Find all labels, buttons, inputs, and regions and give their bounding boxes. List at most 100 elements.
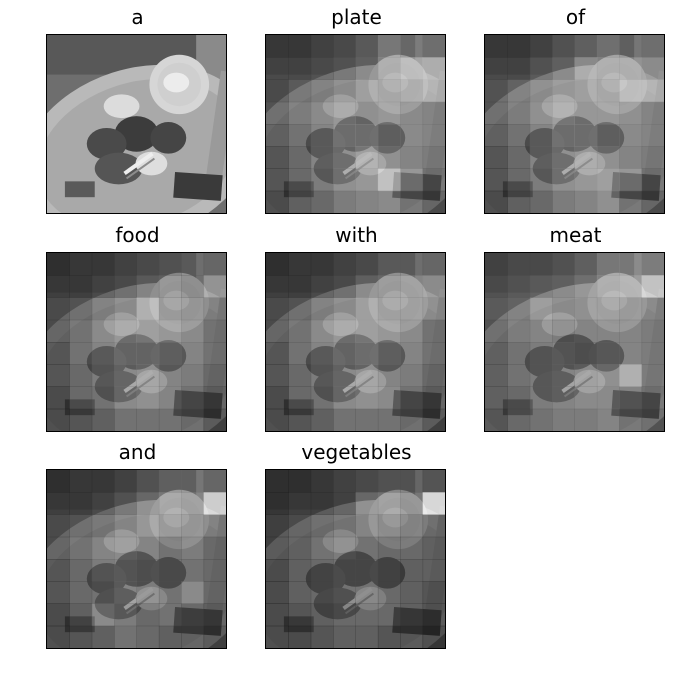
attention-cell <box>355 342 379 365</box>
attention-cell <box>136 386 160 410</box>
attention-cell <box>203 492 226 515</box>
attention-cell <box>310 168 334 192</box>
attention-cell <box>181 364 205 387</box>
attention-cell <box>266 625 289 648</box>
attention-cell <box>355 559 379 582</box>
attention-cell <box>355 35 379 58</box>
attention-cell <box>641 124 664 147</box>
attention-cell <box>114 275 137 298</box>
attention-cell <box>485 297 508 321</box>
attention-cell <box>355 101 379 125</box>
attention-cell <box>507 101 531 125</box>
attention-cell <box>47 364 70 387</box>
attention-cell <box>47 536 70 560</box>
attention-cell <box>114 625 137 648</box>
attention-cell <box>69 386 93 410</box>
attention-cell <box>422 190 445 213</box>
attention-cell <box>203 603 226 627</box>
attention-cell <box>422 408 445 431</box>
attention-cell <box>288 101 312 125</box>
attention-cell <box>619 297 643 321</box>
attention-cell <box>69 319 93 343</box>
attention-cell <box>552 275 575 298</box>
attention-cell <box>596 253 620 276</box>
attention-cell <box>529 190 553 213</box>
attention-cell <box>619 79 643 103</box>
attention-cell <box>619 364 643 387</box>
attention-cell <box>310 470 334 493</box>
attention-cell <box>485 319 508 343</box>
attention-cell <box>203 253 226 276</box>
attention-cell <box>355 603 379 627</box>
attention-cell <box>400 559 424 582</box>
attention-cell <box>574 101 598 125</box>
attention-cell <box>619 101 643 125</box>
attention-cell <box>114 581 137 604</box>
attention-cell <box>114 408 137 431</box>
attention-cell <box>288 57 312 80</box>
attention-cell <box>596 364 620 387</box>
attention-cell <box>181 319 205 343</box>
attention-cell <box>485 101 508 125</box>
attention-cell <box>266 492 289 515</box>
attention-cell <box>641 168 664 192</box>
attention-cell <box>266 146 289 169</box>
attention-cell <box>377 253 401 276</box>
attention-cell <box>114 514 137 538</box>
attention-cell <box>288 297 312 321</box>
attention-cell <box>619 319 643 343</box>
attention-cell <box>333 35 356 58</box>
attention-overlay <box>266 470 445 648</box>
attention-cell <box>355 470 379 493</box>
attention-cell <box>333 319 356 343</box>
attention-cell <box>91 536 115 560</box>
attention-cell <box>485 35 508 58</box>
attention-cell <box>310 275 334 298</box>
attention-cell <box>485 79 508 103</box>
attention-cell <box>288 319 312 343</box>
attention-cell <box>596 297 620 321</box>
attention-cell <box>377 364 401 387</box>
attention-cell <box>377 342 401 365</box>
attention-cell <box>552 297 575 321</box>
attention-cell <box>91 603 115 627</box>
attention-cell <box>47 559 70 582</box>
attention-cell <box>507 386 531 410</box>
attention-cell <box>377 492 401 515</box>
attention-cell <box>181 470 205 493</box>
attention-cell <box>47 514 70 538</box>
attention-cell <box>136 536 160 560</box>
attention-cell <box>181 408 205 431</box>
panel-image <box>265 252 446 432</box>
attention-cell <box>136 492 160 515</box>
attention-cell <box>619 35 643 58</box>
attention-overlay <box>266 253 445 431</box>
attention-cell <box>641 57 664 80</box>
attention-cell <box>47 342 70 365</box>
attention-cell <box>552 408 575 431</box>
attention-cell <box>310 35 334 58</box>
attention-cell <box>422 57 445 80</box>
attention-cell <box>400 168 424 192</box>
panel-caption: plate <box>331 5 382 29</box>
attention-cell <box>158 492 182 515</box>
attention-cell <box>355 79 379 103</box>
attention-cell <box>641 275 664 298</box>
panel-image <box>46 469 227 649</box>
attention-cell <box>136 581 160 604</box>
attention-cell <box>377 57 401 80</box>
attention-cell <box>114 603 137 627</box>
attention-cell <box>574 386 598 410</box>
attention-cell <box>485 124 508 147</box>
attention-cell <box>641 101 664 125</box>
attention-cell <box>422 101 445 125</box>
attention-cell <box>400 342 424 365</box>
attention-cell <box>552 364 575 387</box>
attention-cell <box>485 146 508 169</box>
attention-cell <box>203 625 226 648</box>
attention-cell <box>400 146 424 169</box>
attention-cell <box>47 275 70 298</box>
attention-cell <box>69 408 93 431</box>
attention-cell <box>529 57 553 80</box>
attention-cell <box>355 386 379 410</box>
